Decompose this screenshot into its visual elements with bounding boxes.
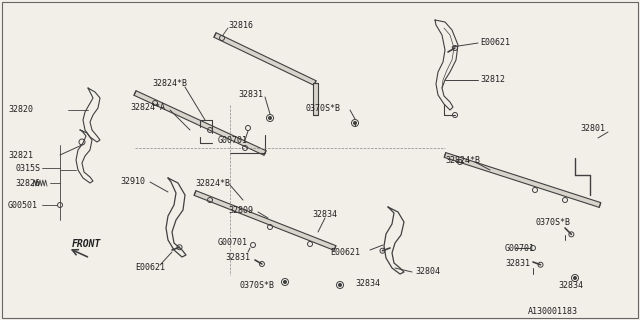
Circle shape: [573, 276, 577, 279]
Text: G00701: G00701: [218, 237, 248, 246]
Text: 32824*A: 32824*A: [130, 102, 165, 111]
Text: 32824*B: 32824*B: [445, 156, 480, 164]
Text: 32910: 32910: [120, 177, 145, 186]
Text: E00621: E00621: [135, 263, 165, 273]
Text: 32826: 32826: [15, 179, 40, 188]
Text: 32820: 32820: [8, 105, 33, 114]
Text: G00501: G00501: [8, 201, 38, 210]
Text: 32834: 32834: [312, 210, 337, 219]
Text: 32824*B: 32824*B: [195, 179, 230, 188]
Text: E00621: E00621: [480, 37, 510, 46]
Circle shape: [339, 284, 342, 286]
Text: 0370S*B: 0370S*B: [240, 281, 275, 290]
Polygon shape: [312, 83, 317, 115]
Text: 32809: 32809: [228, 205, 253, 214]
Text: G00701: G00701: [505, 244, 535, 252]
Text: 32816: 32816: [228, 20, 253, 29]
Text: 32804: 32804: [415, 267, 440, 276]
Circle shape: [269, 116, 271, 119]
Text: 32821: 32821: [8, 150, 33, 159]
Polygon shape: [214, 33, 316, 85]
Text: 32801: 32801: [580, 124, 605, 132]
Circle shape: [353, 122, 356, 124]
Text: 32831: 32831: [238, 90, 263, 99]
Text: 0315S: 0315S: [15, 164, 40, 172]
Text: 32831: 32831: [505, 260, 530, 268]
Text: 0370S*B: 0370S*B: [535, 218, 570, 227]
Text: E00621: E00621: [330, 247, 360, 257]
Text: 0370S*B: 0370S*B: [305, 103, 340, 113]
Text: A130001183: A130001183: [528, 308, 578, 316]
Text: 32834: 32834: [355, 278, 380, 287]
Polygon shape: [134, 91, 266, 155]
Polygon shape: [194, 191, 336, 250]
Text: 32834: 32834: [558, 281, 583, 290]
Polygon shape: [444, 153, 601, 207]
Circle shape: [284, 281, 287, 284]
Text: 32824*B: 32824*B: [152, 78, 187, 87]
Text: 32812: 32812: [480, 75, 505, 84]
Text: 32831: 32831: [225, 253, 250, 262]
Text: G00701: G00701: [218, 135, 248, 145]
Text: FRONT: FRONT: [72, 239, 101, 249]
